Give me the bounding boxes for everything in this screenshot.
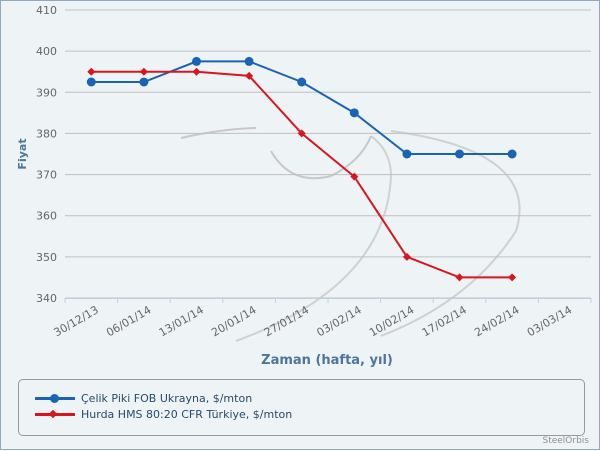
- circle-marker-icon: [50, 394, 59, 403]
- data-point: [350, 172, 359, 181]
- series-line-0: [91, 60, 513, 155]
- credit-text[interactable]: SteelOrbis: [542, 436, 589, 446]
- data-point: [297, 77, 307, 87]
- legend-item-hurda-hms[interactable]: Hurda HMS 80:20 CFR Türkiye, $/mton: [35, 408, 292, 421]
- data-point: [192, 56, 201, 66]
- data-point: [402, 149, 412, 159]
- legend-label: Hurda HMS 80:20 CFR Türkiye, $/mton: [81, 408, 293, 421]
- data-point: [402, 252, 411, 261]
- data-point: [139, 77, 149, 87]
- data-point: [192, 67, 201, 76]
- x-tick-label: 13/01/14: [157, 303, 206, 339]
- data-point: [507, 149, 517, 159]
- x-tick-label: 06/01/14: [104, 303, 153, 339]
- y-tick-label: 360: [36, 210, 57, 223]
- y-tick-label: 390: [36, 86, 57, 99]
- x-tick-label: 20/01/14: [209, 303, 258, 339]
- data-point: [245, 71, 254, 80]
- data-point: [455, 149, 464, 159]
- y-tick-label: 340: [36, 292, 57, 305]
- data-point: [86, 77, 96, 87]
- data-point: [87, 67, 96, 76]
- y-tick-label: 400: [36, 45, 57, 58]
- x-tick-label: 10/02/14: [367, 303, 416, 339]
- y-axis-label: Fiyat: [16, 138, 29, 169]
- legend-line-blue: [35, 394, 75, 403]
- data-point: [508, 273, 517, 282]
- legend: Çelik Piki FOB Ukrayna, $/mton Hurda HMS…: [18, 379, 585, 436]
- x-tick-label: 03/02/14: [315, 303, 364, 339]
- y-tick-label: 350: [36, 251, 57, 264]
- y-tick-label: 410: [36, 4, 57, 17]
- data-point: [349, 108, 359, 118]
- y-tick-label: 370: [36, 169, 57, 182]
- x-axis-label: Zaman (hafta, yıl): [261, 353, 393, 368]
- y-tick-label: 380: [36, 127, 57, 140]
- x-tick-label: 27/01/14: [262, 303, 311, 339]
- data-point: [139, 67, 148, 76]
- diamond-marker-icon: [48, 409, 58, 419]
- data-point: [297, 129, 306, 138]
- x-tick-label: 17/02/14: [420, 303, 469, 339]
- x-tick-label: 03/03/14: [525, 303, 574, 339]
- legend-label: Çelik Piki FOB Ukrayna, $/mton: [81, 392, 253, 405]
- data-point: [244, 56, 254, 66]
- x-tick-label: 24/02/14: [472, 303, 521, 339]
- data-point: [455, 273, 464, 282]
- x-tick-label: 30/12/13: [52, 303, 101, 339]
- legend-item-celik-piki[interactable]: Çelik Piki FOB Ukrayna, $/mton: [35, 392, 252, 405]
- legend-line-red: [35, 409, 75, 419]
